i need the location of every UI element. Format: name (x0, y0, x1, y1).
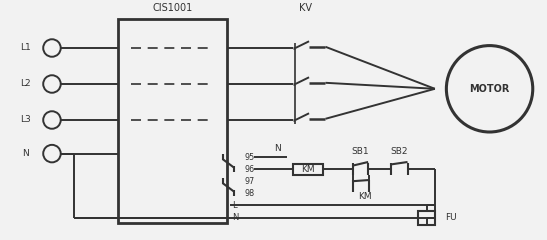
Text: KM: KM (301, 165, 315, 174)
Text: 96: 96 (245, 165, 255, 174)
Text: N: N (275, 144, 281, 153)
Text: L: L (232, 201, 237, 210)
Text: MOTOR: MOTOR (469, 84, 510, 94)
Text: 98: 98 (245, 189, 255, 198)
Text: SB1: SB1 (351, 147, 369, 156)
Text: 95: 95 (245, 153, 255, 162)
Text: SB2: SB2 (391, 147, 408, 156)
Text: L3: L3 (20, 115, 31, 125)
Text: N: N (22, 149, 29, 158)
Bar (118, 19, 227, 223)
Text: KM: KM (358, 192, 371, 201)
Text: FU: FU (445, 213, 456, 222)
Text: L1: L1 (20, 43, 31, 53)
Text: L2: L2 (20, 79, 31, 89)
Text: N: N (232, 213, 239, 222)
Circle shape (446, 46, 533, 132)
Text: CIS1001: CIS1001 (152, 3, 193, 13)
Text: KV: KV (299, 3, 312, 13)
Text: 97: 97 (245, 177, 255, 186)
Bar (418, 211, 435, 225)
Bar (293, 164, 323, 175)
